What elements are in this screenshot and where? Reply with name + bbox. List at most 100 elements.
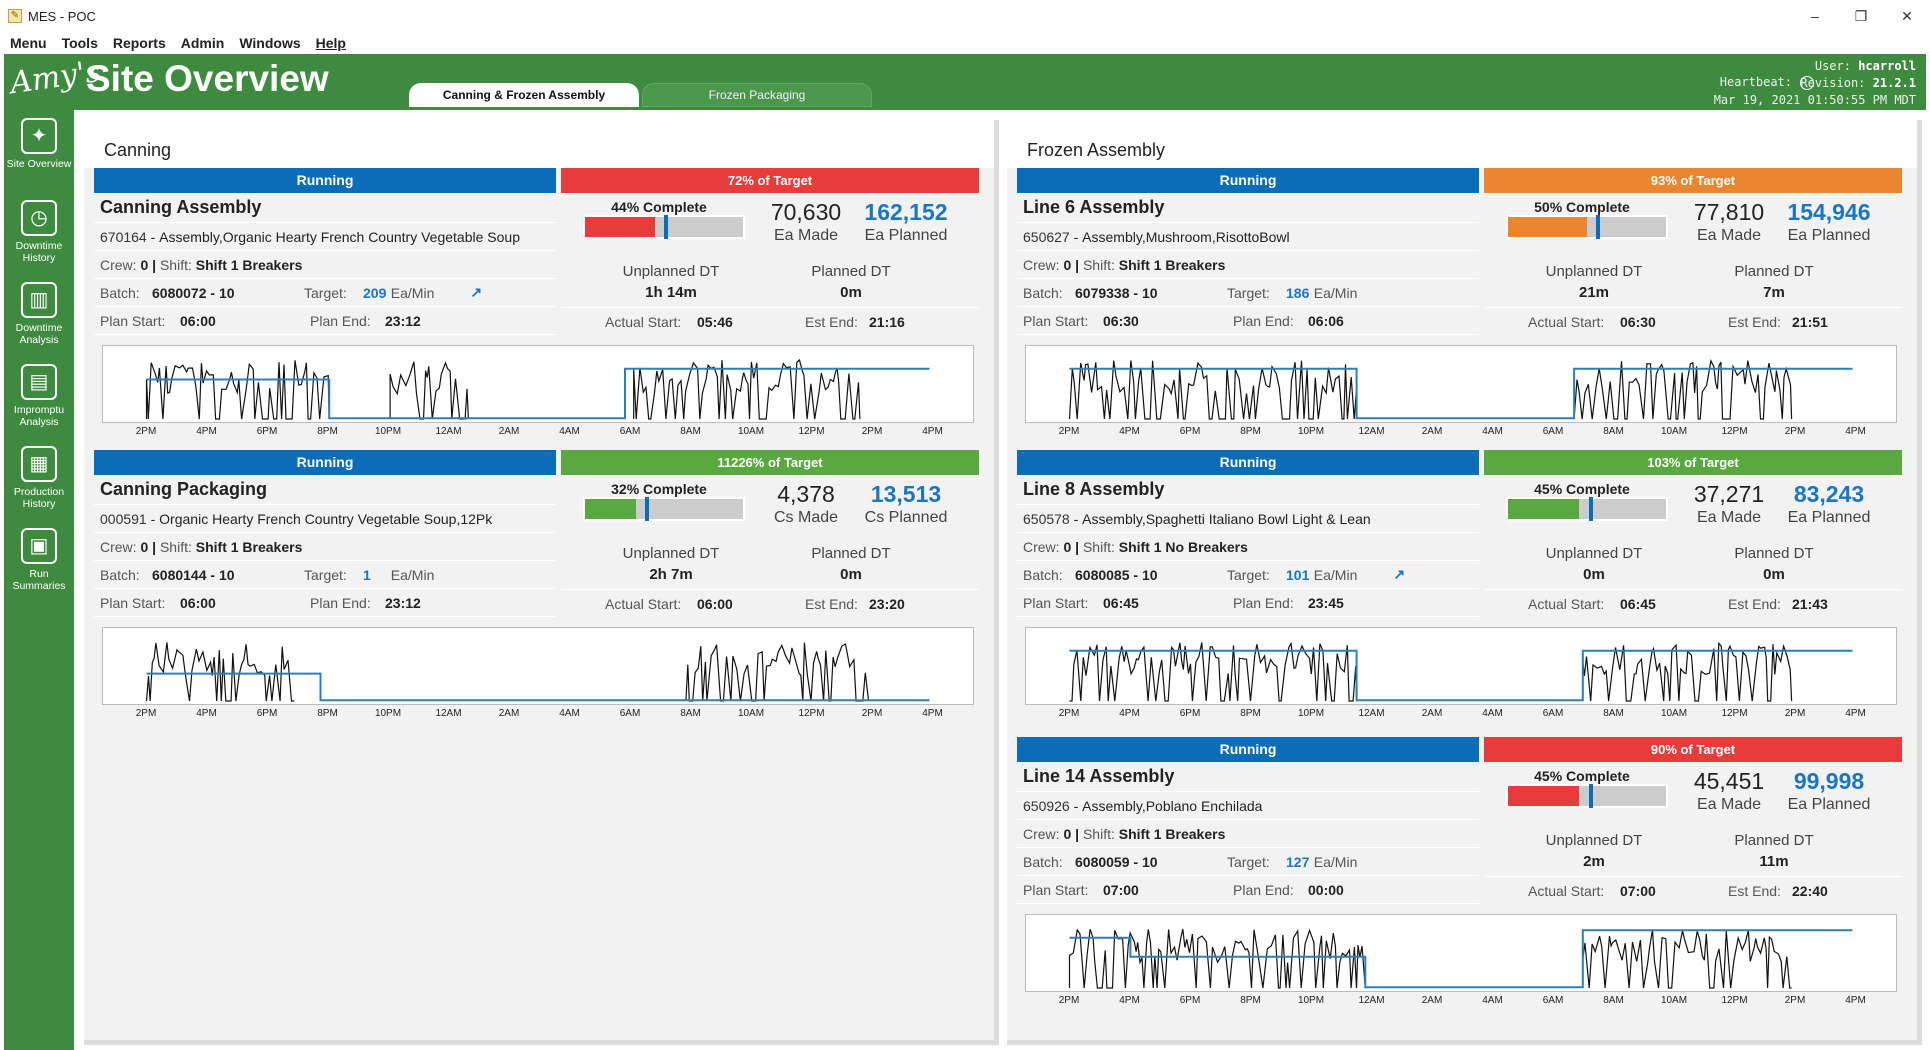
x-tick-label: 6AM (1542, 995, 1564, 1006)
plan-row: Plan Start: 06:30 Plan End: 06:06 (1017, 307, 1479, 335)
plan-row: Plan Start: 06:45 Plan End: 23:45 (1017, 589, 1479, 617)
rate-unit: Ea/Min (1313, 853, 1358, 870)
est-end-value: 21:51 (1792, 313, 1828, 330)
progress-marker (645, 497, 650, 521)
sidebar-item-site-overview[interactable]: ✦ Site Overview (4, 118, 74, 170)
plan-start-label: Plan Start: (1023, 881, 1089, 898)
batch-row: Batch: 6079338 - 10 Target: 186 Ea/Min (1017, 279, 1479, 307)
menu-item-windows[interactable]: Windows (239, 35, 301, 51)
planned-dt: Planned DT 7m (1694, 261, 1854, 303)
menu-item-menu[interactable]: Menu (10, 35, 47, 51)
crew-label: Crew: (1023, 256, 1060, 273)
trend-icon[interactable]: ↗ (1393, 566, 1406, 582)
batch-code: 650627 (1023, 228, 1070, 245)
plan-end-label: Plan End: (1233, 594, 1294, 611)
line-card-line-6-assembly[interactable]: Running 93% of Target Line 6 Assembly 65062… (1017, 168, 1902, 443)
plan-end-value: 00:00 (1308, 881, 1344, 898)
made-count: 37,271 (1693, 481, 1765, 507)
progress-bar (1506, 497, 1668, 521)
menu-item-tools[interactable]: Tools (61, 35, 98, 51)
line-card-line-8-assembly[interactable]: Running 103% of Target Line 8 Assembly 6505… (1017, 450, 1902, 725)
planned-dt-value: 0m (840, 566, 862, 583)
canning-section: Canning Running 72% of Target Canning Asse… (84, 120, 999, 1045)
planned-dt-label: Planned DT (811, 263, 891, 280)
sidebar-item-downtime-analysis[interactable]: ▥ Downtime Analysis (4, 282, 74, 346)
actual-start-value: 05:46 (697, 313, 733, 330)
production-rate-chart[interactable]: 2PM 4PM 6PM 8PM 10PM 12AM 2AM 4AM 6AM 8AM 10AM 12PM… (1025, 345, 1897, 438)
trend-icon[interactable]: ↗ (470, 284, 483, 300)
x-tick-label: 10AM (1660, 426, 1688, 437)
batch-row: Batch: 6080144 - 10 Target: 1 Ea/Min (94, 561, 556, 589)
x-tick-label: 6PM (1179, 995, 1201, 1006)
planned-rate-line (1069, 649, 1853, 702)
est-end-label: Est End: (805, 313, 858, 330)
plan-end-label: Plan End: (310, 312, 371, 329)
shift-value: Shift 1 No Breakers (1118, 538, 1248, 555)
crew-value: 0 (1063, 256, 1072, 273)
x-tick-label: 4PM (1845, 708, 1866, 719)
plan-start-value: 06:00 (180, 594, 216, 611)
percent-complete: 45% Complete (1534, 481, 1630, 497)
menu-item-reports[interactable]: Reports (112, 35, 166, 51)
plan-start-value: 06:45 (1103, 594, 1139, 611)
est-end-label: Est End: (1728, 313, 1781, 330)
menu-item-admin[interactable]: Admin (180, 35, 225, 51)
chart-frame (102, 345, 974, 423)
planned-count: 13,513 (870, 481, 942, 507)
tab-canning-frozen-assembly[interactable]: Canning & Frozen Assembly (409, 83, 639, 107)
chart-frame (1025, 627, 1897, 705)
made-count: 4,378 (777, 481, 835, 507)
minimize-icon[interactable]: – (1811, 8, 1819, 24)
rate-unit: Ea/Min (390, 284, 435, 301)
made-count: 45,451 (1693, 768, 1765, 794)
made-count: 77,810 (1693, 199, 1765, 225)
restore-icon[interactable]: ❐ (1854, 7, 1868, 24)
actual-start-label: Actual Start: (605, 313, 682, 330)
x-tick-label: 6AM (1542, 708, 1564, 719)
x-tick-label: 8PM (1240, 995, 1261, 1006)
plan-end-label: Plan End: (1233, 881, 1294, 898)
x-tick-label: 12PM (1721, 708, 1748, 719)
window-title: MES - POC (28, 8, 96, 24)
production-rate-chart[interactable]: 2PM 4PM 6PM 8PM 10PM 12AM 2AM 4AM 6AM 8AM 10AM 12PM… (1025, 914, 1897, 1007)
unplanned-dt-label: Unplanned DT (622, 263, 720, 280)
close-icon[interactable]: ✕ (1901, 7, 1913, 24)
x-tick-label: 10AM (737, 708, 765, 719)
sidebar-item-production-history[interactable]: ▦ Production History (4, 446, 74, 510)
sidebar-item-label: Impromptu Analysis (13, 404, 65, 428)
sidebar-item-impromptu-analysis[interactable]: ▤ Impromptu Analysis (4, 364, 74, 428)
tab-frozen-packaging[interactable]: Frozen Packaging (642, 83, 872, 107)
production-rate-chart[interactable]: 2PM 4PM 6PM 8PM 10PM 12AM 2AM 4AM 6AM 8AM 10AM 12PM… (102, 345, 974, 438)
progress-bar (1506, 215, 1668, 239)
plan-row: Plan Start: 06:00 Plan End: 23:12 (94, 589, 556, 617)
menu-item-help[interactable]: Help (315, 35, 346, 51)
line-card-line-14-assembly[interactable]: Running 90% of Target Line 14 Assembly 6509… (1017, 737, 1902, 1012)
times-row: Actual Start: 06:00 Est End: 23:20 (561, 589, 979, 617)
crew-label: Crew: (1023, 538, 1060, 555)
x-tick-label: 12PM (798, 708, 825, 719)
x-tick-label: 4AM (1482, 995, 1503, 1006)
shift-label: Shift: (1082, 538, 1115, 555)
batch-code: 650578 (1023, 510, 1070, 527)
x-tick-label: 2PM (1058, 426, 1080, 437)
progress-fill (1508, 217, 1587, 237)
plan-row: Plan Start: 06:00 Plan End: 23:12 (94, 307, 556, 335)
est-end-label: Est End: (805, 595, 858, 612)
heartbeat-icon (1800, 75, 1814, 90)
x-tick-label: 2AM (1421, 426, 1443, 437)
x-tick-label: 2PM (1784, 995, 1806, 1006)
rate-unit: Ea/Min (1313, 566, 1358, 583)
sidebar-item-label: Production History (13, 486, 65, 510)
product-row: 670164 - Assembly,Organic Hearty French … (94, 223, 556, 251)
production-rate-chart[interactable]: 2PM 4PM 6PM 8PM 10PM 12AM 2AM 4AM 6AM 8AM 10AM 12PM… (102, 627, 974, 720)
line-card-canning-assembly[interactable]: Running 72% of Target Canning Assembly 6701… (94, 168, 979, 443)
sidebar-item-label: Downtime History (15, 240, 63, 264)
sidebar-item-downtime-history[interactable]: ◷ Downtime History (4, 200, 74, 264)
production-rate-chart[interactable]: 2PM 4PM 6PM 8PM 10PM 12AM 2AM 4AM 6AM 8AM 10AM 12PM… (1025, 627, 1897, 720)
status-bar: Running (1017, 168, 1479, 193)
line-name: Line 8 Assembly (1017, 475, 1479, 505)
batch-code: 670164 (100, 228, 147, 245)
line-card-canning-packaging[interactable]: Running 11226% of Target Canning Packaging… (94, 450, 979, 725)
sidebar-item-run-summaries[interactable]: ▣ Run Summaries (4, 528, 74, 592)
shift-value: Shift 1 Breakers (195, 256, 303, 273)
